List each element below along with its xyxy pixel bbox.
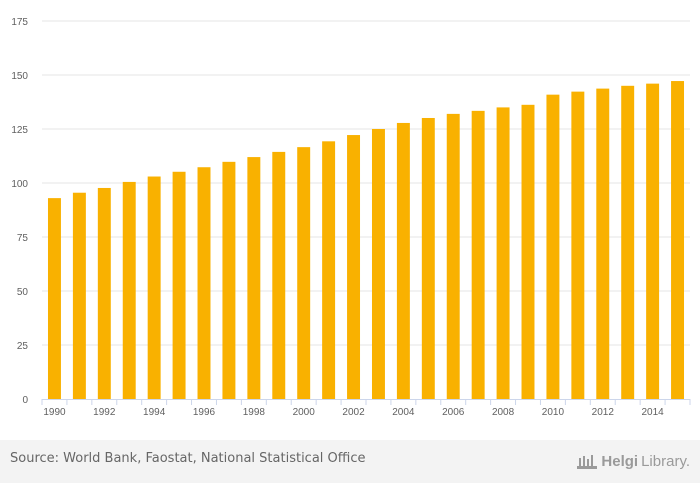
y-tick-label: 50 <box>17 287 29 298</box>
bar <box>671 81 685 399</box>
x-tick-label: 2000 <box>293 407 316 418</box>
bar-chart: 0 25 50 75 100 125 150 175 1990 1992 1994 1996 1998 2… <box>11 17 691 418</box>
bar <box>521 104 535 400</box>
bar <box>421 117 435 399</box>
y-tick-label: 150 <box>11 71 28 82</box>
brand-name-bold: Helgi <box>601 452 639 470</box>
bar <box>396 122 410 400</box>
x-tick-label: 1992 <box>93 407 116 418</box>
bar <box>122 181 136 399</box>
bar <box>172 171 186 399</box>
x-tick-label: 2006 <box>442 407 465 418</box>
bar <box>646 83 660 399</box>
x-tick-label: 1996 <box>193 407 216 418</box>
x-tick-label: 2014 <box>641 407 664 418</box>
y-tick-label: 75 <box>17 233 29 244</box>
y-tick-label: 125 <box>11 125 28 136</box>
y-tick-label: 0 <box>22 395 28 406</box>
bar <box>97 187 111 399</box>
footer: Source: World Bank, Faostat, National St… <box>0 440 700 483</box>
bar <box>197 167 211 399</box>
y-tick-label: 175 <box>11 17 28 28</box>
bar <box>147 176 161 399</box>
bar <box>247 157 261 399</box>
x-tick-label: 1994 <box>143 407 166 418</box>
bar <box>496 107 510 400</box>
brand-name-light: Library. <box>641 452 690 470</box>
bar <box>471 110 485 399</box>
source-note: Source: World Bank, Faostat, National St… <box>10 451 366 466</box>
bar <box>47 198 61 399</box>
bar <box>222 161 236 399</box>
x-tick-label: 2010 <box>542 407 565 418</box>
x-tick-label: 2008 <box>492 407 515 418</box>
y-tick-label: 25 <box>17 341 29 352</box>
bar <box>272 151 286 399</box>
bar <box>621 85 635 400</box>
bar <box>322 141 336 399</box>
brand-logo[interactable]: Helgi Library. <box>576 450 690 472</box>
x-tick-label: 2012 <box>592 407 615 418</box>
x-tick-label: 2004 <box>392 407 415 418</box>
bar <box>446 113 460 399</box>
library-icon <box>577 455 598 469</box>
bar <box>546 94 560 399</box>
x-tick-label: 2002 <box>342 407 365 418</box>
bar <box>571 91 585 399</box>
bar <box>72 192 86 399</box>
x-tick-label: 1998 <box>243 407 266 418</box>
bar <box>596 88 610 399</box>
x-tick-label: 1990 <box>43 407 66 418</box>
bar <box>347 135 361 399</box>
bar <box>371 129 385 399</box>
bar <box>297 147 311 399</box>
y-tick-label: 100 <box>11 179 28 190</box>
